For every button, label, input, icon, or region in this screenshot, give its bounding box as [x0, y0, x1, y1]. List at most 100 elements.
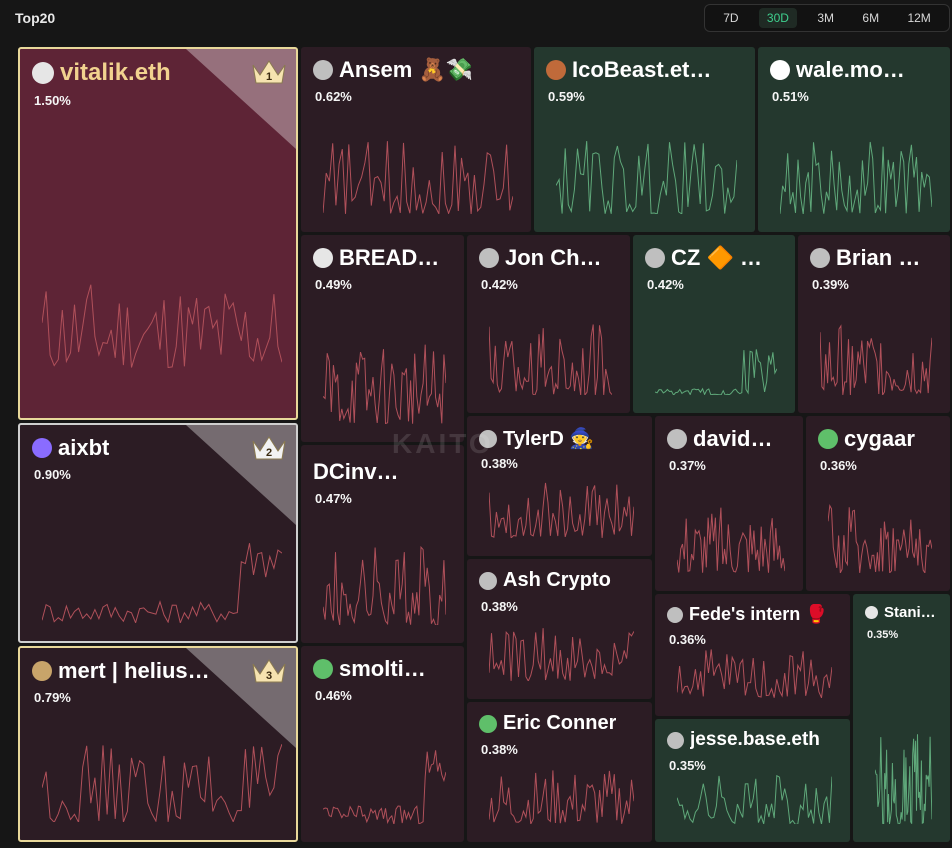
treemap-tile[interactable]: CZ 🔶 … 0.42% — [633, 235, 795, 413]
whale-icon — [770, 60, 790, 80]
treemap-tile[interactable]: Stani… 0.35% — [853, 594, 950, 842]
sparkline — [780, 141, 932, 214]
tile-name: Fede's intern 🥊 — [689, 604, 828, 624]
treemap-tile[interactable]: david… 0.37% — [655, 416, 803, 591]
sparkline — [677, 649, 832, 698]
treemap-tile[interactable]: IcoBeast.et… 0.59% — [534, 47, 755, 232]
sparkline — [323, 141, 513, 214]
face-icon — [810, 248, 830, 268]
tile-header: BREAD… — [313, 245, 456, 271]
tile-percentage: 0.35% — [669, 758, 706, 773]
tile-header: Stani… — [865, 604, 942, 621]
sparkline — [655, 349, 777, 395]
range-7d-button[interactable]: 7D — [723, 11, 739, 25]
sparkline — [42, 543, 282, 623]
tile-header: david… — [667, 426, 795, 452]
tile-header: smolti… — [313, 656, 456, 682]
tile-percentage: 0.36% — [820, 458, 857, 473]
face-icon — [667, 606, 683, 623]
treemap-tile[interactable]: Ash Crypto 0.38% — [467, 559, 652, 699]
rank-number: 3 — [266, 670, 272, 682]
treemap-tile[interactable]: BREAD… 0.49% — [301, 235, 464, 442]
sparkline — [42, 284, 282, 368]
treemap-tile[interactable]: Brian … 0.39% — [798, 235, 950, 413]
sparkline — [323, 344, 446, 424]
sparkline — [828, 503, 932, 573]
treemap-tile[interactable]: Ansem 🧸💸 0.62% — [301, 47, 531, 232]
range-30d-button[interactable]: 30D — [758, 8, 797, 28]
sparkline — [677, 507, 785, 573]
frog-icon — [313, 659, 333, 679]
treemap-tile[interactable]: smolti… 0.46% — [301, 646, 464, 842]
tile-name: BREAD… — [339, 245, 440, 270]
rank-number: 2 — [266, 447, 272, 459]
tile-name: DCinv… — [313, 459, 399, 484]
tile-percentage: 0.79% — [34, 690, 71, 705]
sparkline — [323, 545, 446, 625]
treemap-tile[interactable]: mert | helius… 0.79% 3 — [18, 646, 298, 842]
treemap-tile[interactable]: vitalik.eth 1.50% 1 — [18, 47, 298, 420]
tile-name: vitalik.eth — [60, 59, 171, 86]
tile-percentage: 0.49% — [315, 277, 352, 292]
dog-icon — [32, 661, 52, 681]
sparkline — [556, 141, 737, 214]
tile-name: aixbt — [58, 435, 110, 460]
tile-percentage: 0.35% — [867, 629, 899, 641]
tile-percentage: 0.37% — [669, 458, 706, 473]
sparkline — [489, 482, 634, 538]
time-range-selector: 7D 30D 3M 6M 12M — [704, 4, 950, 32]
face-icon — [667, 731, 684, 749]
face-icon — [645, 248, 665, 268]
tile-header: aixbt — [32, 435, 288, 461]
crown-icon: 1 — [252, 60, 286, 84]
crown-icon: 3 — [252, 659, 286, 683]
tile-header: Brian … — [810, 245, 942, 271]
treemap-tile[interactable]: DCinv… 0.47% — [301, 445, 464, 643]
range-6m-button[interactable]: 6M — [862, 11, 880, 25]
tile-name: TylerD 🧙 — [503, 428, 595, 450]
face-icon — [479, 571, 497, 590]
crown-icon: 2 — [252, 436, 286, 460]
tile-percentage: 0.46% — [315, 688, 352, 703]
tile-header: vitalik.eth — [32, 59, 288, 87]
tile-header: wale.mo… — [770, 57, 942, 83]
face-icon — [479, 429, 497, 448]
sparkline — [489, 628, 634, 681]
tile-name: wale.mo… — [796, 57, 905, 82]
tile-percentage: 0.51% — [772, 89, 809, 104]
tile-name: Brian … — [836, 245, 921, 270]
treemap-tile[interactable]: Jon Ch… 0.42% — [467, 235, 630, 413]
tile-percentage: 0.62% — [315, 89, 352, 104]
skull-icon — [865, 606, 878, 619]
tile-percentage: 0.38% — [481, 456, 518, 471]
range-3m-button[interactable]: 3M — [817, 11, 834, 25]
tile-header: TylerD 🧙 — [479, 426, 644, 451]
treemap-tile[interactable]: wale.mo… 0.51% — [758, 47, 950, 232]
treemap-tile[interactable]: jesse.base.eth 0.35% — [655, 719, 850, 842]
treemap-tile[interactable]: cygaar 0.36% — [806, 416, 950, 591]
treemap-tile[interactable]: Eric Conner 0.38% — [467, 702, 652, 842]
sparkline — [875, 734, 932, 824]
range-12m-button[interactable]: 12M — [907, 11, 931, 25]
tile-percentage: 0.90% — [34, 467, 71, 482]
rank-number: 1 — [266, 71, 272, 83]
tile-name: Stani… — [884, 604, 936, 621]
treemap-tile[interactable]: TylerD 🧙 0.38% — [467, 416, 652, 556]
tile-percentage: 0.38% — [481, 742, 518, 757]
tile-header: CZ 🔶 … — [645, 245, 787, 271]
tile-header: Ash Crypto — [479, 569, 644, 592]
treemap-tile[interactable]: aixbt 0.90% 2 — [18, 423, 298, 643]
tile-percentage: 0.42% — [481, 277, 518, 292]
tile-name: cygaar — [844, 426, 915, 451]
tile-name: Ansem 🧸💸 — [339, 57, 474, 82]
tile-header: DCinv… — [313, 459, 456, 485]
tile-name: Ash Crypto — [503, 569, 611, 591]
face-icon — [667, 429, 687, 449]
treemap-tile[interactable]: Fede's intern 🥊 0.36% — [655, 594, 850, 716]
face-icon — [313, 60, 333, 80]
blob-icon — [32, 438, 52, 458]
page-title: Top20 — [15, 10, 56, 26]
tile-header: Eric Conner — [479, 712, 644, 735]
skull-icon — [313, 248, 333, 268]
